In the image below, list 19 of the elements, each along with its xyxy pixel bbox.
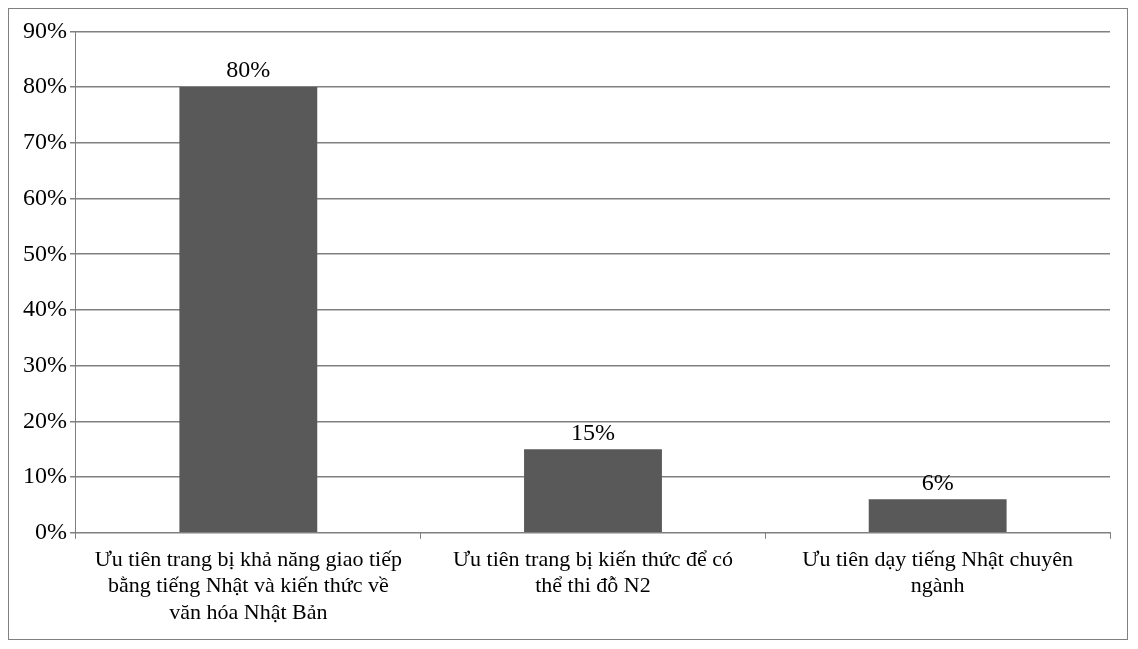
x-tick-label: Ưu tiên dạy tiếng Nhật chuyên ngành xyxy=(802,545,1073,598)
y-tick-label: 90% xyxy=(22,16,67,43)
y-tick-label: 50% xyxy=(22,239,67,266)
bar xyxy=(179,87,318,533)
data-label: 80% xyxy=(226,56,271,83)
y-tick-label: 40% xyxy=(22,295,67,322)
y-tick-label: 80% xyxy=(22,72,67,99)
y-tick-label: 70% xyxy=(22,128,67,155)
x-tick-label: Ưu tiên trang bị khả năng giao tiếp bằng tiếng Nhật và kiến thức về văn hóa Nhật Bản xyxy=(94,545,402,624)
y-tick-label: 30% xyxy=(22,350,67,377)
data-label: 15% xyxy=(571,418,615,445)
bar xyxy=(524,449,662,533)
y-tick-label: 0% xyxy=(34,518,67,545)
y-tick-label: 10% xyxy=(22,462,67,489)
y-tick-label: 20% xyxy=(22,406,67,433)
bar xyxy=(868,499,1007,533)
data-label: 6% xyxy=(921,468,954,495)
y-tick-label: 60% xyxy=(22,183,67,210)
x-tick-label: Ưu tiên trang bị kiến thức để có thể thi đỗ N2 xyxy=(452,545,734,598)
